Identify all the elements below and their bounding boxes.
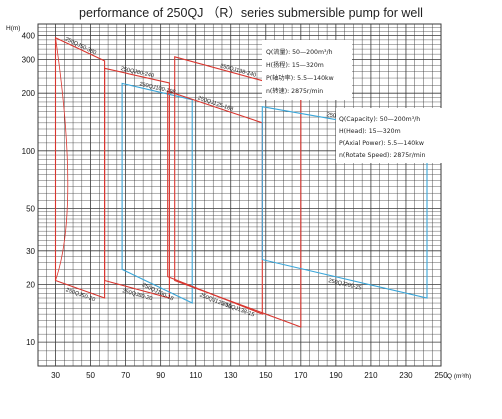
x-tick-label: 170 (294, 371, 308, 380)
y-tick-label: 20 (26, 281, 35, 290)
page-title: performance of 250QJ （R）series submersib… (79, 6, 423, 20)
note-en-q: Q(Capacity): 50—200m³/h (339, 116, 420, 123)
note-en-p: P(Axial Power): 5.5—140kw (339, 140, 424, 147)
legend-box-en-bg (336, 108, 456, 163)
x-tick-label: 90 (156, 371, 165, 380)
y-tick-label: 50 (26, 204, 35, 213)
x-tick-label: 70 (121, 371, 130, 380)
pump-region-250QJ100-198 (121, 82, 193, 304)
grid (37, 23, 442, 367)
x-axis-unit: Q (m³/h) (447, 373, 471, 380)
pump-region-250QJ50-380 (54, 36, 106, 299)
y-tick-label: 10 (26, 338, 35, 347)
x-tick-label: 250 (434, 371, 448, 380)
x-tick-label: 110 (189, 371, 202, 380)
x-tick-label: 130 (224, 371, 238, 380)
x-tick-label: 30 (51, 371, 60, 380)
pump-region-250QJ80-240 (104, 67, 170, 299)
x-tick-label: 150 (259, 371, 273, 380)
y-tick-label: 30 (26, 247, 35, 256)
y-tick-label: 300 (22, 56, 36, 65)
legend-box-zh-bg (262, 40, 352, 100)
x-tick-label: 210 (364, 371, 378, 380)
note-en-n: n(Rotate Speed): 2875r/min (339, 152, 426, 159)
pump-region-250QJ125-168 (167, 90, 263, 315)
pump-region-250QJ138-240 (174, 56, 302, 328)
note-zh-p: P(轴功率): 5.5—140kw (266, 74, 334, 82)
y-tick-label: 400 (22, 32, 36, 41)
x-tick-label: 50 (86, 371, 95, 380)
note-zh-n: n(转速): 2875r/min (266, 87, 323, 95)
pump-curve-250QJ50-380 (55, 37, 69, 281)
y-tick-label: 200 (22, 89, 36, 98)
note-zh-h: H(扬程): 15—320m (266, 61, 324, 69)
legend-box-en: Q(Capacity): 50—200m³/h H(Head): 15—320m… (336, 108, 456, 163)
legend-box-zh: Q(流量): 50—200m³/h H(扬程): 15—320m P(轴功率):… (262, 40, 352, 100)
x-tick-label: 190 (329, 371, 343, 380)
y-axis-unit: H(m) (6, 25, 20, 32)
note-en-h: H(Head): 15—320m (339, 128, 401, 135)
axes: 30 50 70 90 110 130 150 170 190 210 230 250 Q (m³/h)… (6, 25, 471, 380)
x-tick-label: 230 (399, 371, 413, 380)
note-zh-q: Q(流量): 50—200m³/h (266, 48, 333, 56)
y-tick-label: 100 (22, 147, 36, 156)
